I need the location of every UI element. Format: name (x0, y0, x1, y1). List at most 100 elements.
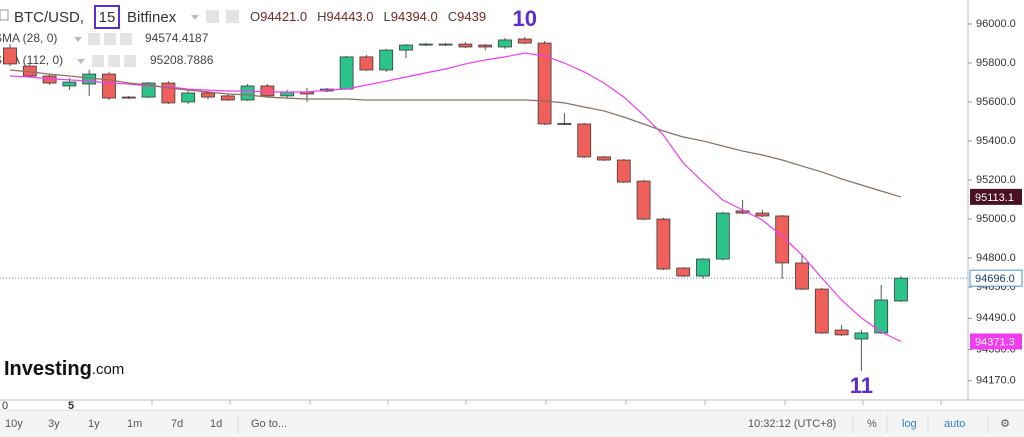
candle-body (498, 39, 512, 48)
candle-body (418, 43, 433, 46)
candle-body (478, 44, 493, 48)
y-tick-label: 94490.0 (976, 312, 1016, 324)
candle-body (517, 38, 532, 44)
candle-body (260, 85, 275, 97)
candle-body (399, 44, 413, 51)
candle-body (3, 47, 17, 65)
settings-icon[interactable] (226, 10, 239, 23)
ohlc-value: 94443.0 (327, 9, 374, 24)
ohlc-label: C (448, 9, 457, 24)
candle-body (181, 92, 196, 103)
candle-body (359, 56, 374, 71)
candle-body (616, 159, 631, 183)
sma-line (9, 69, 902, 198)
range-button[interactable]: 3y (48, 418, 60, 430)
exchange: Bitfinex (127, 9, 177, 26)
ohlc-label: O (250, 9, 260, 24)
ohlc-value: 94394.0 (391, 9, 438, 24)
candle-body (557, 122, 572, 125)
range-button[interactable]: 1d (210, 418, 222, 430)
watermark-suffix: .com (92, 361, 125, 378)
candle-body (854, 332, 869, 340)
y-tick-label: 96000.0 (976, 18, 1016, 30)
range-button[interactable]: 7d (171, 418, 183, 430)
x-axis-label: 0 (2, 400, 8, 412)
clock: 10:32:12 (UTC+8) (748, 418, 836, 430)
candle-body (696, 258, 710, 277)
annotation: 11 (850, 373, 873, 398)
log-button[interactable]: log (902, 418, 917, 430)
candle-body (240, 85, 255, 101)
indicator-icon[interactable] (108, 55, 120, 67)
candle-body (834, 329, 849, 336)
candle-body (597, 156, 611, 161)
candle-body (577, 123, 592, 158)
range-button[interactable]: 1m (127, 418, 142, 430)
y-tick-label: 95600.0 (976, 96, 1016, 108)
indicator-value: 94574.4187 (145, 31, 209, 45)
candle-body (636, 180, 651, 220)
price-label-box (969, 269, 1023, 287)
price-label: 94371.3 (975, 336, 1015, 348)
interval[interactable]: 15 (99, 9, 116, 26)
candle-body (102, 73, 116, 99)
price-label-box (970, 188, 1022, 205)
dropdown-arrow[interactable] (191, 15, 199, 20)
indicator-icon[interactable] (88, 33, 100, 45)
candle-body (814, 288, 829, 334)
candle-body (62, 81, 77, 87)
candle-body (537, 42, 552, 125)
candle-body (438, 43, 453, 46)
x-axis-label: 5 (68, 400, 74, 412)
indicator-value: 95208.7886 (150, 53, 214, 67)
ohlc-label: L (384, 9, 391, 24)
y-tick-label: 95800.0 (976, 57, 1016, 69)
indicator-icon[interactable] (124, 55, 136, 67)
range-button[interactable]: 1y (88, 418, 100, 430)
candle-body (715, 212, 730, 260)
dropdown-arrow[interactable] (74, 37, 82, 42)
watermark-brand: Investing (4, 358, 92, 380)
candle-body (735, 210, 750, 214)
settings-button[interactable]: ⚙ (1000, 418, 1010, 430)
time-ticks (151, 400, 942, 405)
candle-body (339, 56, 354, 90)
y-tick-label: 95400.0 (976, 135, 1016, 147)
indicator-icon[interactable] (104, 33, 116, 45)
goto-button[interactable]: Go to... (251, 418, 287, 430)
candle-body (656, 218, 671, 270)
candle-body (458, 43, 473, 48)
indicator-icon[interactable] (120, 33, 132, 45)
symbol-icon[interactable] (0, 9, 9, 21)
candle-body (161, 82, 176, 104)
candle-body (894, 277, 908, 302)
price-label-box (970, 333, 1022, 350)
candle-body (874, 299, 889, 334)
ohlc-label: H (317, 9, 326, 24)
range-button[interactable]: 10y (5, 418, 23, 430)
candle-body (775, 215, 790, 264)
dropdown-arrow[interactable] (77, 59, 85, 64)
candle-body (795, 262, 809, 290)
settings-icon[interactable] (206, 10, 219, 23)
percent-button[interactable]: % (867, 418, 877, 430)
ohlc-header: O94421.0 H94443.0 L94394.0 C9439 (250, 9, 486, 24)
candle-body (82, 73, 97, 85)
indicator-name: SMA (28, 0) (0, 31, 57, 45)
ohlc-value: 94421.0 (260, 9, 307, 24)
candle-body (676, 267, 691, 277)
candle-body (755, 212, 770, 217)
symbol[interactable]: BTC/USD, (14, 9, 84, 26)
y-tick-label: 94800.0 (976, 252, 1016, 264)
price-label: 94696.0 (975, 273, 1015, 285)
interval-box[interactable] (94, 5, 120, 29)
indicator-icon[interactable] (92, 55, 104, 67)
candle-body (379, 49, 394, 71)
ohlc-value: 9439 (457, 9, 486, 24)
y-tick-label: 94170.0 (976, 375, 1016, 387)
candle-body (201, 92, 215, 98)
auto-button[interactable]: auto (944, 418, 965, 430)
y-tick-label: 95200.0 (976, 174, 1016, 186)
